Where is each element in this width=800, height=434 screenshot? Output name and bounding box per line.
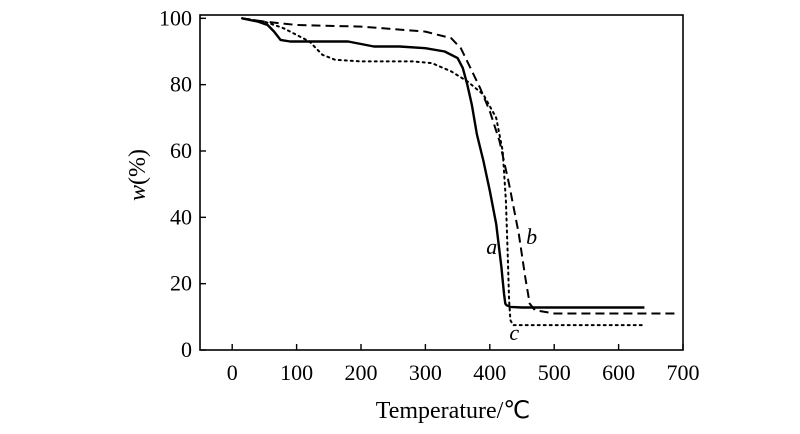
y-tick-label: 60	[170, 138, 192, 163]
y-tick-label: 0	[181, 337, 192, 362]
x-tick-label: 500	[538, 360, 571, 385]
chart-labels: a b c	[486, 224, 537, 345]
y-axis-title-var: w	[125, 185, 151, 201]
y-axis-title: w(%)	[125, 149, 151, 201]
series-line-c	[240, 17, 646, 327]
y-tick-label: 80	[170, 72, 192, 97]
x-tick-label: 600	[602, 360, 635, 385]
x-tick-label: 300	[409, 360, 442, 385]
x-tick-label: 700	[667, 360, 700, 385]
plot-frame	[199, 14, 684, 351]
x-tick-label: 0	[227, 360, 238, 385]
plot-axes: 0 100 200 300 400 500 600 700 0 20 40 60 80 100	[159, 5, 700, 385]
y-tick-label: 40	[170, 204, 192, 229]
curve-label-a: a	[486, 234, 497, 259]
chart-series	[240, 17, 677, 327]
y-tick-label: 100	[159, 5, 192, 30]
curve-label-c: c	[509, 320, 519, 345]
series-line-b	[241, 17, 677, 315]
curve-label-b: b	[526, 224, 537, 249]
x-axis-title: Temperature/℃	[376, 398, 531, 424]
series-line-a	[241, 17, 645, 309]
x-tick-label: 400	[473, 360, 506, 385]
x-tick-label: 200	[345, 360, 378, 385]
y-tick-label: 20	[170, 271, 192, 296]
y-axis-title-unit: (%)	[125, 149, 151, 185]
x-tick-label: 100	[280, 360, 313, 385]
